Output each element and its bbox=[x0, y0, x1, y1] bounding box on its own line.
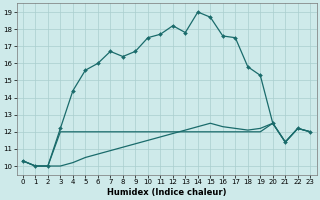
X-axis label: Humidex (Indice chaleur): Humidex (Indice chaleur) bbox=[107, 188, 226, 197]
